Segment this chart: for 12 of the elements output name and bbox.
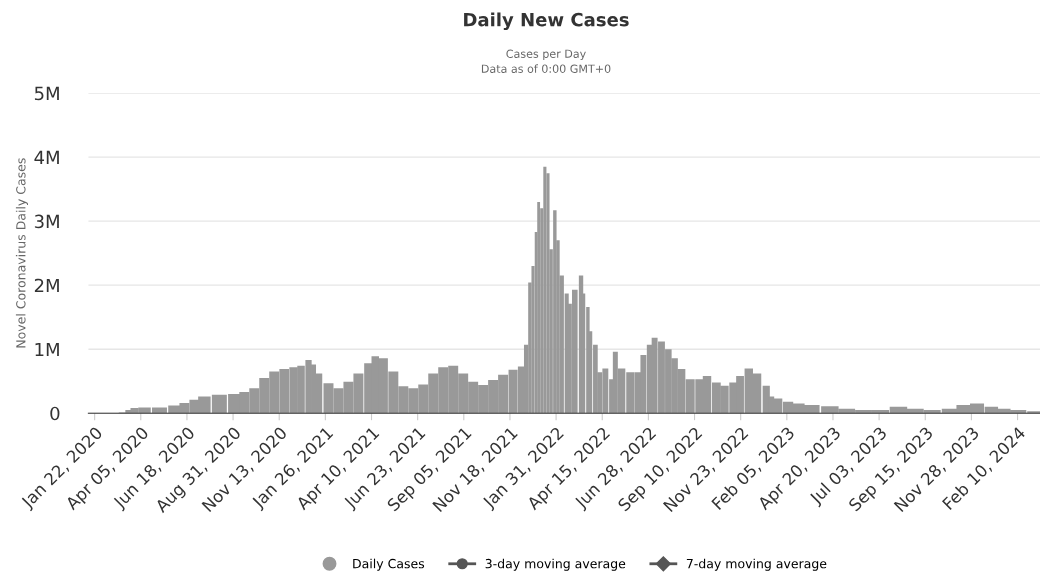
legend-label: Daily Cases: [353, 558, 425, 571]
legend-label: 3-day moving average: [485, 558, 626, 571]
y-tick-label: 1M: [35, 342, 59, 357]
y-tick-label: 4M: [34, 150, 59, 164]
y-tick-label: 5M: [34, 86, 59, 101]
chart-subtitle: Cases per Day Data as of 0:00 GMT+0: [481, 49, 611, 73]
y-tick-label: 0: [50, 406, 60, 421]
legend-label: 7-day moving average: [686, 558, 827, 571]
y-tick-label: 3M: [34, 214, 59, 229]
y-axis-title: Novel Coronavirus Daily Cases: [15, 158, 28, 348]
y-tick-label: 2M: [34, 278, 59, 293]
chart-title: Daily New Cases: [464, 12, 629, 31]
